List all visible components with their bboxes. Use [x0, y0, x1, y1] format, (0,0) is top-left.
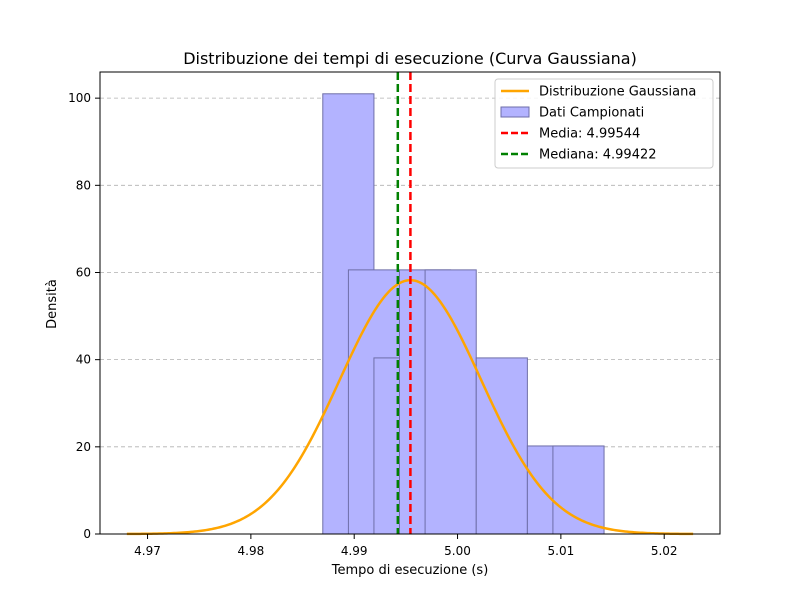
x-tick-label: 5.01: [548, 544, 575, 558]
x-tick-label: 4.99: [341, 544, 368, 558]
legend-box: [494, 78, 714, 169]
reference-lines: [396, 72, 412, 534]
y-tick-label: 0: [83, 527, 91, 541]
histogram-bars: [322, 93, 605, 535]
x-tick-label: 5.02: [651, 544, 678, 558]
chart-title: Distribuzione dei tempi di esecuzione (C…: [183, 49, 637, 68]
plot-frame: [99, 71, 721, 535]
legend-label: Media: 4.99544: [539, 127, 640, 142]
y-tick-label: 100: [68, 91, 91, 105]
histogram-bar: [552, 445, 605, 535]
y-tick-label: 20: [76, 440, 91, 454]
y-tick-label: 80: [76, 178, 91, 192]
y-tick-label: 40: [76, 353, 91, 367]
legend-label: Mediana: 4.99422: [539, 148, 657, 163]
y-axis-label: Densità: [45, 279, 60, 329]
y-tick-label: 60: [76, 265, 91, 279]
legend-label: Distribuzione Gaussiana: [539, 85, 696, 100]
legend: Distribuzione Gaussiana Dati Campionati Me…: [494, 78, 714, 169]
legend-swatch-patch: [500, 106, 530, 118]
histogram-bar: [424, 269, 477, 535]
x-tick-label: 4.98: [238, 544, 265, 558]
axes: [99, 71, 721, 535]
x-tick-label: 5.00: [444, 544, 471, 558]
tick-labels: 4.97 4.98 4.99 5.00 5.01 5.02 0 20 40 60 80 100: [68, 91, 677, 558]
x-axis-label: Tempo di esecuzione (s): [331, 563, 489, 578]
x-tick-label: 4.97: [134, 544, 161, 558]
legend-label: Dati Campionati: [539, 106, 644, 121]
